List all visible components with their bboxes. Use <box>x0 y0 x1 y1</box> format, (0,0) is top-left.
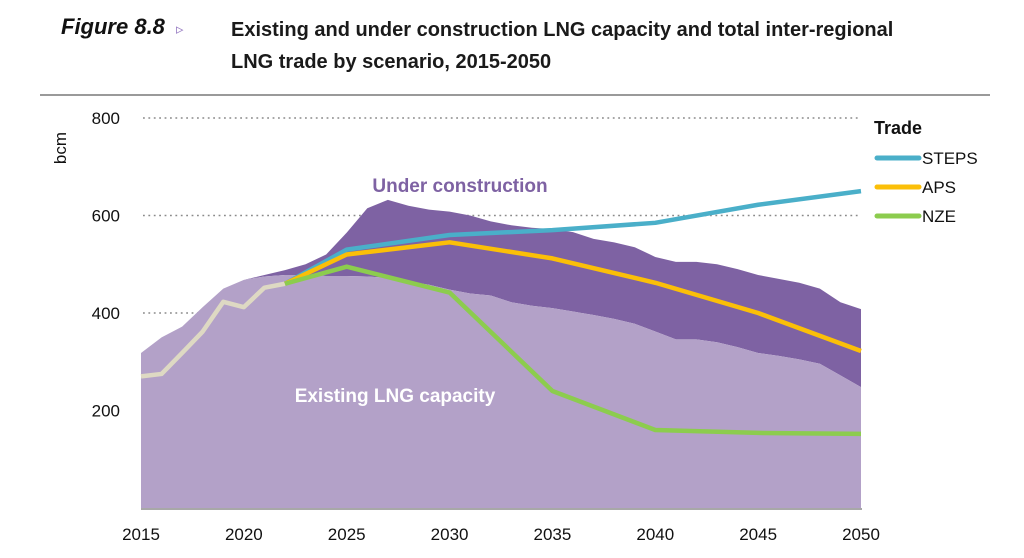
x-tick-labels: 2015 2020 2025 2030 2035 2040 2045 2050 <box>122 525 880 544</box>
legend: Trade STEPS APS NZE <box>874 118 978 226</box>
area-layer <box>141 199 861 508</box>
figure-title: Existing and under construction LNG capa… <box>231 19 894 73</box>
legend-label-nze: NZE <box>922 207 956 226</box>
legend-title: Trade <box>874 118 922 138</box>
x-tick-label: 2025 <box>328 525 366 544</box>
figure-number: Figure 8.8 <box>61 14 165 39</box>
y-tick-labels: 200 400 600 800 <box>92 109 120 421</box>
y-tick-label: 400 <box>92 304 120 323</box>
figure-arrow-icon: ▹ <box>176 21 184 38</box>
title-divider <box>40 94 990 96</box>
annotation-under-construction: Under construction <box>372 176 547 197</box>
x-tick-label: 2030 <box>431 525 469 544</box>
y-tick-label: 800 <box>92 109 120 128</box>
x-tick-label: 2040 <box>636 525 674 544</box>
y-axis-label: bcm <box>51 132 70 164</box>
series-line-aps <box>284 240 862 354</box>
y-tick-label: 600 <box>92 207 120 226</box>
line-layer <box>140 188 862 437</box>
series-line-historical-trade <box>140 281 286 379</box>
y-tick-label: 200 <box>92 402 120 421</box>
series-line-nze <box>284 264 862 437</box>
area-under-construction <box>141 199 861 388</box>
x-tick-label: 2045 <box>739 525 777 544</box>
legend-label-aps: APS <box>922 178 956 197</box>
x-tick-label: 2020 <box>225 525 263 544</box>
x-tick-label: 2050 <box>842 525 880 544</box>
area-existing-capacity <box>141 274 861 508</box>
x-tick-label: 2035 <box>534 525 572 544</box>
legend-label-steps: STEPS <box>922 149 978 168</box>
series-line-steps <box>283 188 862 286</box>
annotation-existing-capacity: Existing LNG capacity <box>295 386 496 407</box>
x-tick-label: 2015 <box>122 525 160 544</box>
